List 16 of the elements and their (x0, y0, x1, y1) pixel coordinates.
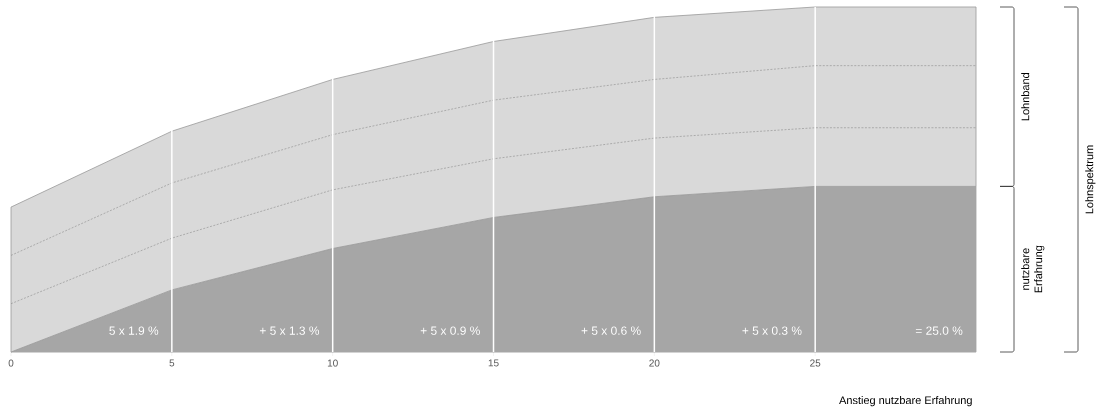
x-tick-label: 0 (8, 359, 14, 367)
x-tick-label: 10 (327, 359, 338, 367)
text: nutzbare Erfahrung (1021, 245, 1045, 293)
x-tick-label: 25 (810, 359, 821, 367)
text: Lohnband (1021, 73, 1030, 121)
x-tick-label: 15 (488, 359, 499, 367)
x-axis-title: Anstieg nutzbare Erfahrung (839, 396, 972, 407)
annotation: 5 x 1.9 % (109, 326, 159, 335)
annotation: + 5 x 0.3 % (742, 326, 802, 335)
annotation: + 5 x 1.3 % (259, 326, 320, 335)
annotation: = 25.0 % (915, 326, 963, 335)
x-tick-label: 20 (649, 359, 660, 367)
x-tick-label: 5 (169, 359, 175, 367)
annotation: + 5 x 0.9 % (420, 326, 480, 335)
annotation: + 5 x 0.6 % (581, 326, 641, 335)
text: Lohnspektrum (1085, 145, 1096, 214)
